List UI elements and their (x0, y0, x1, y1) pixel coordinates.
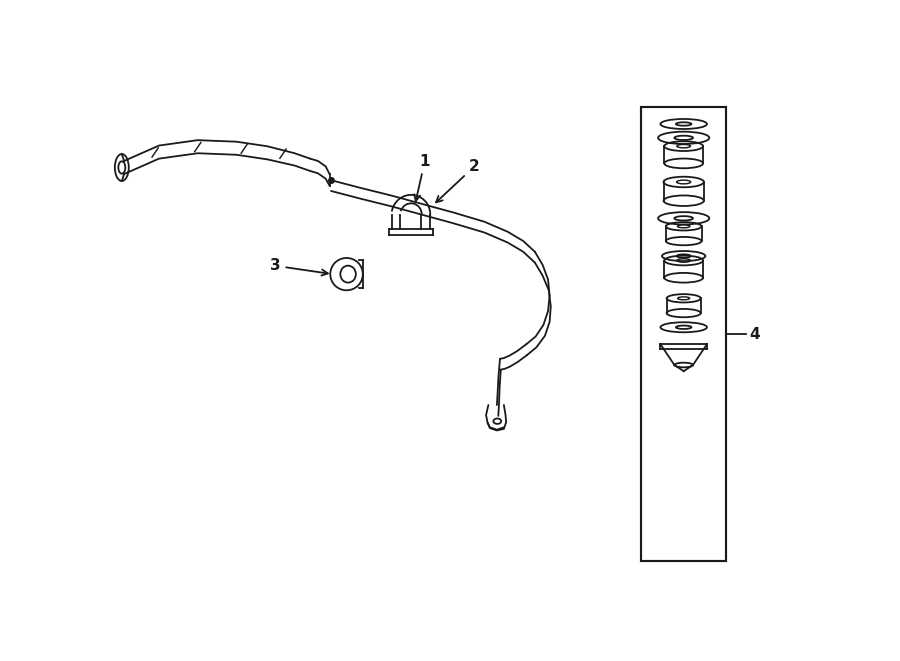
Text: 3: 3 (270, 258, 328, 276)
Bar (641, 107, 726, 561)
Text: 4: 4 (750, 327, 760, 342)
Text: 2: 2 (436, 159, 480, 202)
Text: 1: 1 (414, 153, 430, 201)
